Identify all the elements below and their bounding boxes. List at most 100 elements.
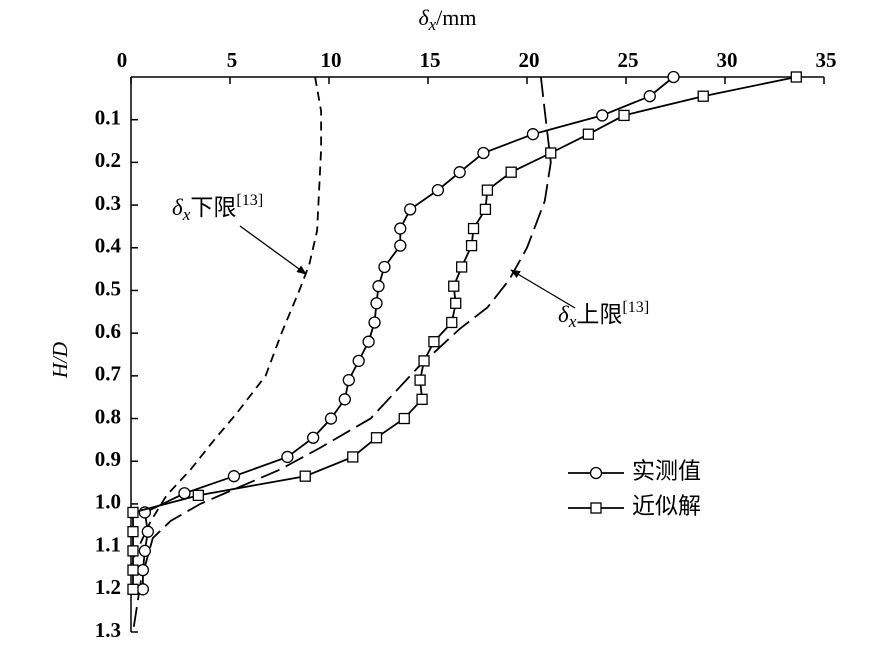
label-symbol: δ (419, 5, 430, 30)
marker (127, 564, 139, 576)
label-subscript: x (182, 205, 191, 224)
marker (453, 166, 466, 179)
label-text: /mm (436, 5, 476, 30)
marker (428, 336, 440, 348)
marker (477, 146, 490, 160)
series-line (132, 76, 797, 590)
marker (479, 203, 492, 215)
marker (299, 470, 311, 482)
label-text: 下限 (190, 195, 236, 220)
marker (368, 316, 381, 329)
series-line (142, 76, 675, 590)
x-tick-label: 10 (321, 48, 342, 72)
marker (378, 260, 391, 274)
legend-marker (589, 466, 603, 480)
marker (307, 431, 320, 444)
marker (136, 583, 150, 596)
annotation-arrow (510, 269, 576, 309)
marker (281, 450, 294, 464)
label-superscript: [13] (236, 192, 263, 209)
marker (450, 297, 462, 309)
annotation-arrow (239, 225, 307, 275)
label-subscript: x (428, 15, 437, 34)
marker (643, 90, 656, 103)
marker (414, 374, 426, 386)
label-symbol: δ (558, 302, 569, 327)
y-tick-label: 1.1 (95, 532, 121, 556)
y-axis-label: H/D (48, 342, 72, 379)
label: δx下限[13] (172, 192, 263, 224)
y-tick-label: 0.1 (95, 106, 121, 130)
marker (790, 71, 802, 83)
y-tick-label: 1.3 (95, 618, 121, 642)
marker (394, 222, 407, 235)
marker (192, 489, 204, 502)
marker (127, 506, 139, 519)
y-tick-label: 0.9 (95, 447, 121, 471)
legend-label: 近似解 (632, 493, 701, 518)
marker (347, 451, 359, 463)
marker (526, 128, 540, 141)
y-tick-label: 0.5 (95, 276, 121, 300)
marker (596, 109, 609, 122)
marker (618, 109, 630, 122)
label-symbol: δ (172, 195, 183, 220)
y-tick-label: 0.7 (95, 362, 121, 386)
legend-label: 实测值 (632, 458, 701, 483)
x-tick-label: 35 (816, 48, 837, 72)
y-tick-label: 0.3 (95, 191, 121, 215)
marker (352, 354, 365, 368)
marker (370, 432, 383, 444)
marker (394, 239, 407, 252)
label-subscript: x (568, 312, 577, 331)
limit-line (132, 76, 552, 633)
label-superscript: [13] (622, 299, 649, 316)
marker (481, 184, 494, 196)
y-tick-label: 0.8 (95, 404, 121, 428)
marker (227, 470, 241, 483)
limit-line (130, 76, 322, 565)
y-tick-label: 0.6 (95, 319, 121, 343)
label-text: 上限 (576, 302, 622, 327)
marker (418, 355, 430, 367)
y-tick-label: 0.4 (95, 234, 122, 258)
x-tick-label: 25 (618, 48, 639, 72)
marker (446, 316, 458, 329)
marker (404, 203, 417, 216)
marker (467, 222, 480, 235)
marker (362, 335, 375, 348)
marker (667, 70, 680, 84)
marker (431, 183, 445, 197)
marker (138, 544, 152, 558)
marker (338, 393, 351, 406)
y-tick-label: 1.2 (95, 575, 121, 599)
marker (324, 412, 338, 425)
y-tick-label: 1.0 (95, 490, 121, 514)
marker (372, 280, 385, 293)
marker (465, 239, 478, 252)
label: δx/mm (419, 5, 477, 34)
marker (416, 393, 428, 405)
marker (127, 526, 139, 538)
marker (127, 583, 139, 595)
marker (505, 166, 517, 178)
marker (582, 128, 595, 140)
x-tick-label: 30 (717, 48, 738, 72)
x-tick-label: 20 (519, 48, 540, 72)
marker (545, 147, 557, 159)
marker (141, 525, 154, 538)
marker (398, 412, 410, 425)
marker (127, 545, 139, 557)
marker (697, 90, 709, 102)
y-tick-label: 0.2 (95, 148, 121, 172)
marker (456, 261, 468, 273)
marker (342, 373, 355, 387)
marker (448, 280, 460, 292)
label: δx上限[13] (558, 299, 649, 331)
x-tick-label: 15 (420, 48, 441, 72)
marker (136, 563, 150, 577)
x-tick-label: 5 (227, 48, 238, 72)
x-tick-label: 0 (117, 48, 128, 72)
legend-marker (590, 502, 602, 514)
